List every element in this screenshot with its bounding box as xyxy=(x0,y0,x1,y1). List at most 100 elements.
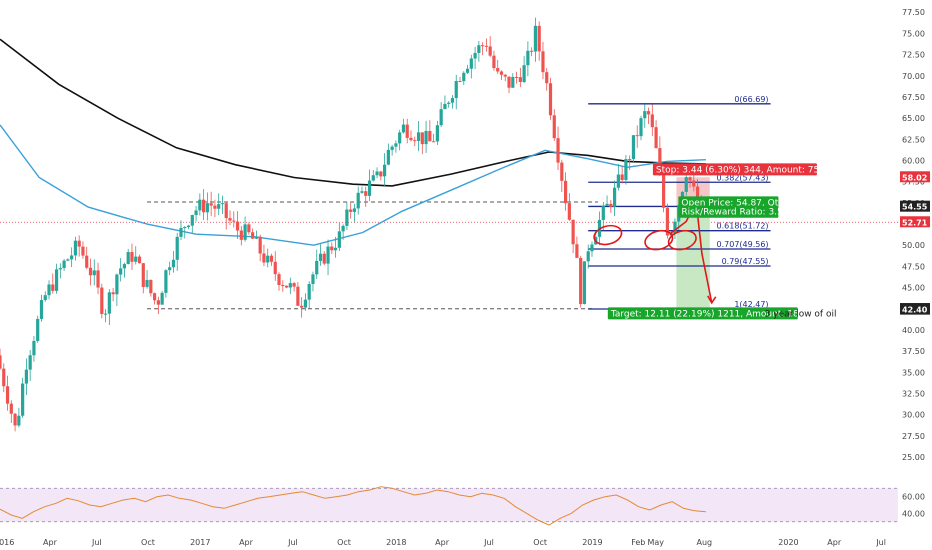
price-tag-box xyxy=(900,303,930,315)
x-tick-label: Jul xyxy=(875,538,886,547)
candle-body xyxy=(673,221,677,234)
candle-body xyxy=(420,132,424,145)
candle-body xyxy=(424,130,428,145)
candle-body xyxy=(262,253,266,263)
candle-body xyxy=(639,118,643,137)
candle-body xyxy=(349,209,353,212)
y-tick-label: 75.00 xyxy=(902,29,925,38)
y-tick-label: 47.50 xyxy=(902,262,925,271)
candle-body xyxy=(413,140,417,142)
y-tick-label: 60.00 xyxy=(902,157,925,166)
price-tag-label: 54.55 xyxy=(902,203,928,212)
candle-body xyxy=(85,255,89,268)
candle-body xyxy=(149,279,153,294)
candle-body xyxy=(556,138,560,163)
highlight-ellipse xyxy=(667,229,697,251)
candle-body xyxy=(492,55,496,69)
y-tick-label: 65.00 xyxy=(902,114,925,123)
candle-body xyxy=(364,191,368,196)
candle-body xyxy=(548,83,553,116)
candle-body xyxy=(635,135,639,137)
price-tag-box xyxy=(900,171,930,183)
candle-body xyxy=(228,218,232,221)
candle-body xyxy=(488,46,492,56)
highlight-ellipse xyxy=(644,229,674,251)
candle-body xyxy=(51,284,55,291)
candle-body xyxy=(54,269,59,291)
candle-body xyxy=(28,355,32,370)
candle-body xyxy=(465,68,470,73)
price-pane: 77.50 75.00 72.50 70.00 67.50 65.00 62.50 60.00… xyxy=(0,8,930,462)
candle-body xyxy=(217,204,221,209)
x-tick-label: Aug xyxy=(697,538,713,547)
candle-body xyxy=(533,25,538,52)
candle-body xyxy=(232,220,236,222)
candle-body xyxy=(24,369,28,384)
candle-body xyxy=(190,214,194,226)
candle-body xyxy=(296,286,300,306)
candle-body xyxy=(435,125,439,142)
candle-body xyxy=(235,221,240,231)
candle-body xyxy=(100,287,104,315)
fib-level-label: 0.618(51.72) xyxy=(717,222,769,231)
candle-body xyxy=(665,207,669,236)
candle-body xyxy=(160,292,164,305)
candle-body xyxy=(318,253,323,261)
candle-body xyxy=(454,81,458,99)
candle-body xyxy=(209,203,213,206)
target-label-box xyxy=(607,307,798,320)
candle-body xyxy=(224,203,228,219)
candle-body xyxy=(220,203,225,205)
x-tick-label: 2018 xyxy=(386,538,406,547)
stop-label-box xyxy=(652,163,817,176)
candle-body xyxy=(450,98,455,103)
candle-body xyxy=(134,256,138,262)
candle-body xyxy=(171,259,176,268)
x-tick-label: 2017 xyxy=(190,538,210,547)
candle-body xyxy=(563,180,568,204)
x-tick-label: Feb xyxy=(631,538,645,547)
candle-body xyxy=(66,259,70,261)
candle-body xyxy=(567,203,571,220)
candle-body xyxy=(273,261,277,275)
fib-level-label: 0(66.69) xyxy=(734,95,768,104)
x-tick-label: Jul xyxy=(91,538,102,547)
candle-body xyxy=(141,263,145,287)
candle-body xyxy=(21,383,25,416)
candle-body xyxy=(17,415,21,426)
candle-body xyxy=(518,77,522,83)
candle-body xyxy=(345,209,349,226)
candle-body xyxy=(330,246,334,251)
candle-body xyxy=(137,256,142,264)
price-tag-label: 42.40 xyxy=(902,306,928,315)
candle-body xyxy=(47,284,51,296)
y-tick-label: 72.50 xyxy=(902,51,925,60)
candle-body xyxy=(288,283,292,288)
x-tick-label: Jul xyxy=(483,538,494,547)
candle-body xyxy=(156,300,160,305)
candle-body xyxy=(503,74,507,77)
fib-level-label: 0.382(57.43) xyxy=(717,173,769,182)
x-tick-label: 2019 xyxy=(582,538,602,547)
candle-body xyxy=(367,180,372,196)
candle-body xyxy=(36,318,40,341)
candle-body xyxy=(526,50,530,66)
candle-body xyxy=(194,210,198,215)
candle-body xyxy=(443,103,447,110)
candle-body xyxy=(620,174,624,180)
price-tag-label: 52.71 xyxy=(902,218,928,227)
candle-body xyxy=(175,236,179,260)
candle-body xyxy=(654,127,658,149)
y-tick-label: 30.00 xyxy=(902,411,925,420)
open-price-label: Open Price: 54.87, Qty: 72 xyxy=(681,198,800,208)
candle-body xyxy=(439,109,443,126)
rsi-band xyxy=(0,488,898,522)
candle-body xyxy=(601,205,605,220)
ma-black-line xyxy=(0,38,706,187)
candle-body xyxy=(115,274,119,295)
candle-body xyxy=(88,267,93,276)
candle-body xyxy=(258,236,262,254)
candle-body xyxy=(609,203,613,207)
candle-body xyxy=(311,274,315,284)
